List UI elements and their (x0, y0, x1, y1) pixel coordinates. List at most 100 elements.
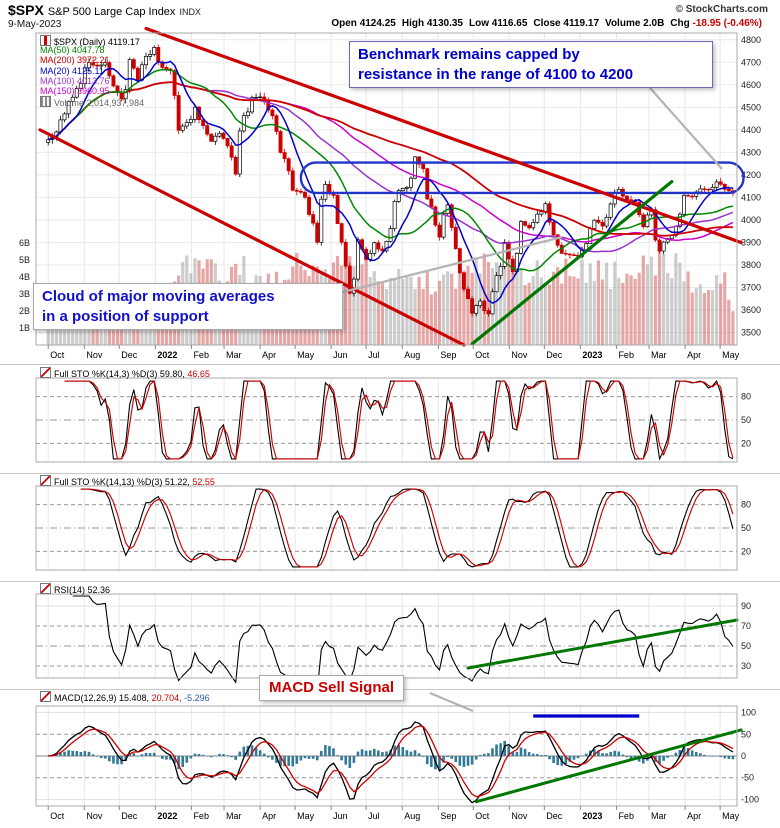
svg-text:2022: 2022 (157, 811, 177, 821)
legend-item: 52.55 (190, 477, 215, 487)
svg-text:Dec: Dec (546, 350, 563, 360)
legend-item: Volume 2,014,937,984 (40, 96, 145, 109)
legend-item: -5.296 (182, 693, 210, 703)
legend-text: MA(150) 3960.95 (40, 85, 110, 96)
svg-text:50: 50 (741, 415, 751, 425)
indicator-icon (40, 475, 51, 486)
legend-text: Volume 2,014,937,984 (54, 98, 145, 109)
svg-text:Mar: Mar (651, 350, 667, 360)
svg-text:2023: 2023 (582, 350, 602, 360)
macd-support-trendline (474, 728, 743, 804)
svg-text:4000: 4000 (741, 215, 761, 225)
legend-item: MA(50) 4047.78 (40, 45, 144, 55)
svg-text:Jun: Jun (333, 350, 348, 360)
svg-text:3700: 3700 (741, 283, 761, 293)
svg-text:Nov: Nov (86, 350, 103, 360)
stochastic-fast-series (64, 380, 734, 461)
svg-text:Jul: Jul (368, 350, 380, 360)
indicator-icon (40, 367, 51, 378)
svg-text:80: 80 (741, 500, 751, 510)
rsi-guides: 90 70 50 30 (36, 601, 751, 671)
cloud-annotation-line1: Cloud of major moving averages (42, 288, 275, 305)
svg-text:4300: 4300 (741, 147, 761, 157)
svg-text:50: 50 (741, 523, 751, 533)
sto-fast-legend: Full STO %K(14,3) %D(3) 59.80, 46.65 (40, 367, 210, 379)
legend-text: 52.55 (189, 477, 215, 487)
svg-text:2023: 2023 (582, 811, 602, 821)
legend-item: MA(200) 3972.21 (40, 55, 144, 65)
quote-value: 2.0B (643, 18, 665, 29)
month-labels: Oct Oct Nov Nov Dec Dec 2022 2022 Feb Feb Mar Mar Ap… (47, 345, 740, 821)
svg-text:Mar: Mar (651, 811, 667, 821)
svg-text:Mar: Mar (226, 350, 242, 360)
cloud-annotation-line2: in a position of support (42, 307, 209, 325)
legend-text: Full STO %K(14,13) %D(3) 51.22, (54, 477, 190, 487)
svg-text:3900: 3900 (741, 238, 761, 248)
svg-text:4100: 4100 (741, 192, 761, 202)
legend-text: MA(20) 4125.11 (40, 65, 104, 76)
svg-text:Aug: Aug (404, 350, 420, 360)
stochastic-slow-series (80, 488, 734, 568)
rsi-series (72, 595, 739, 693)
cloud-annotation: Cloud of major moving averages in a posi… (33, 283, 343, 330)
legend-text: MA(200) 3972.21 (40, 55, 110, 66)
svg-text:30: 30 (741, 661, 751, 671)
svg-text:50: 50 (741, 641, 751, 651)
svg-text:Feb: Feb (618, 350, 634, 360)
svg-text:Apr: Apr (262, 350, 276, 360)
chart-date: 9-May-2023 (8, 19, 62, 30)
svg-text:3B: 3B (19, 289, 30, 299)
svg-text:20: 20 (741, 438, 751, 448)
svg-text:50: 50 (741, 729, 751, 739)
indicator-icon (40, 691, 51, 702)
svg-text:Dec: Dec (546, 811, 563, 821)
legend-text: Full STO %K(14,3) %D(3) 59.80, (54, 369, 185, 379)
price-legend: $SPX (Daily) 4119.17 MA(50) 4047.78 MA(200… (40, 35, 145, 109)
legend-text: $SPX (Daily) 4119.17 (54, 37, 140, 47)
legend-text: MACD(12,26,9) 15.408, (54, 693, 150, 703)
price-axis-labels: 3500 3600 3700 3800 3900 4000 4100 4200 4300 4400… (19, 35, 761, 338)
callout-lines (330, 87, 723, 713)
quote-label: Close (533, 18, 564, 29)
svg-text:Apr: Apr (687, 350, 701, 360)
stochastic-slow-guides: 80 50 20 (36, 500, 751, 556)
macd-sell-annotation: MACD Sell Signal (259, 675, 405, 701)
svg-text:Nov: Nov (86, 811, 103, 821)
lower-channel-line (38, 128, 466, 347)
panel-separators (0, 364, 780, 690)
legend-item: $SPX (Daily) 4119.17 (40, 35, 144, 47)
svg-text:2B: 2B (19, 306, 30, 316)
quote-label: Open (331, 18, 360, 29)
svg-text:4500: 4500 (741, 102, 761, 112)
svg-text:4800: 4800 (741, 35, 761, 45)
moving-averages (47, 60, 734, 304)
legend-text: 46.65 (184, 369, 210, 379)
legend-item: MA(100) 4013.76 (40, 76, 144, 86)
legend-text: -5.296 (181, 693, 210, 703)
svg-text:Dec: Dec (121, 350, 138, 360)
svg-text:May: May (297, 350, 315, 360)
svg-text:80: 80 (741, 392, 751, 402)
svg-text:Feb: Feb (193, 811, 209, 821)
rsi-legend: RSI(14) 52.36 (40, 583, 110, 595)
quote-label: Low (469, 18, 492, 29)
stochastic-fast-guides: 80 50 20 (36, 392, 751, 448)
svg-text:Nov: Nov (511, 350, 528, 360)
quote-value: -18.95 (-0.46%) (692, 18, 762, 29)
svg-text:6B: 6B (19, 238, 30, 248)
svg-text:4700: 4700 (741, 57, 761, 67)
legend-text: MA(50) 4047.78 (40, 45, 105, 56)
support-uptrend-line (470, 180, 674, 346)
svg-text:Dec: Dec (121, 811, 138, 821)
rsi-support-trendline (466, 618, 739, 670)
svg-text:-100: -100 (741, 794, 759, 804)
legend-item: MA(150) 3960.95 (40, 86, 144, 96)
quote-value: 4119.17 (563, 18, 600, 29)
svg-text:5B: 5B (19, 255, 30, 265)
copyright: © StockCharts.com (675, 4, 768, 15)
svg-text:May: May (722, 811, 740, 821)
svg-text:Sep: Sep (440, 350, 456, 360)
quote-value: 4116.65 (491, 18, 528, 29)
svg-text:Jun: Jun (333, 811, 348, 821)
